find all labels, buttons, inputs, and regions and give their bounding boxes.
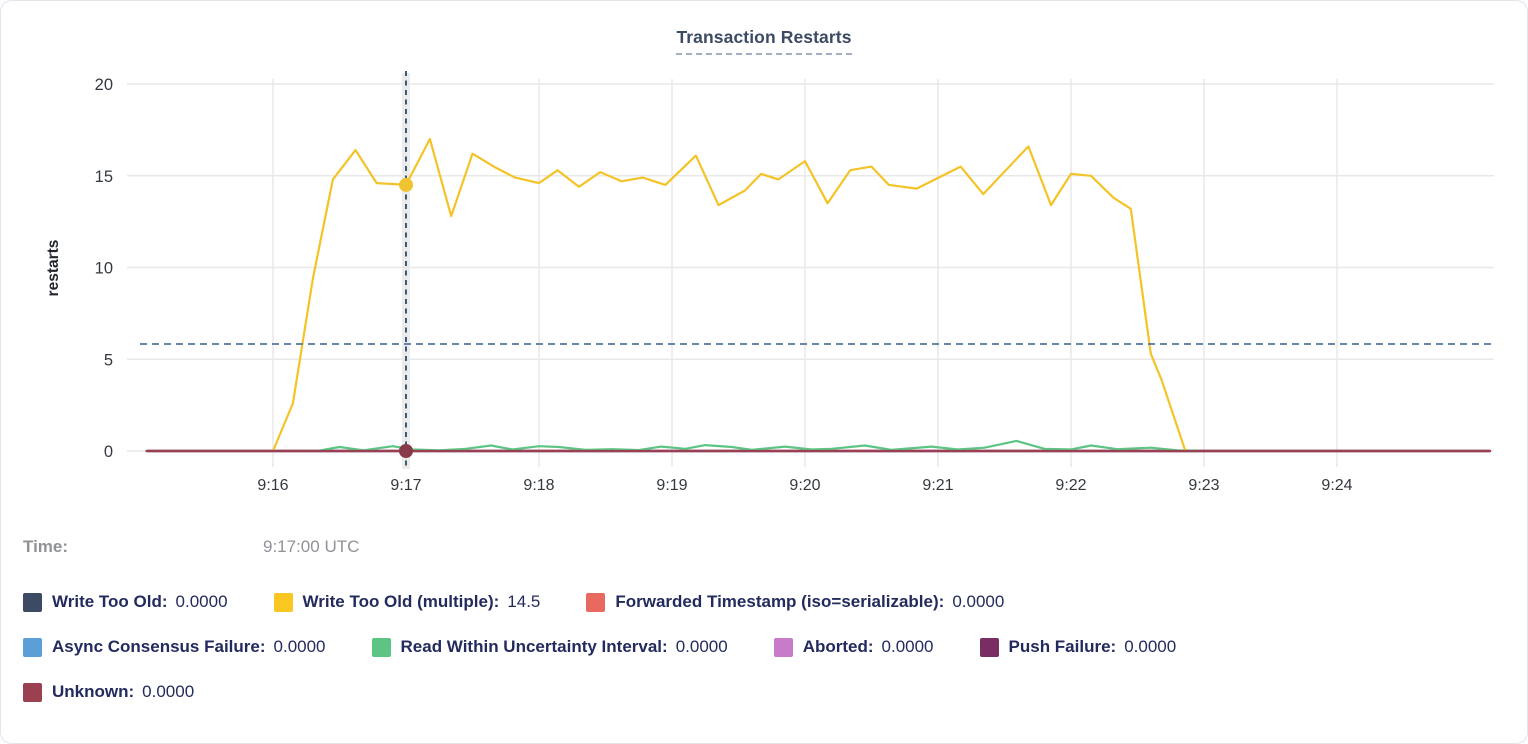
y-tick-label: 0 bbox=[104, 443, 113, 461]
legend-item-aborted: Aborted: 0.0000 bbox=[773, 637, 934, 657]
legend-series-value: 0.0000 bbox=[1124, 637, 1177, 656]
y-tick-label: 20 bbox=[95, 76, 113, 94]
chart-title[interactable]: Transaction Restarts bbox=[676, 27, 852, 55]
legend-item-write-too-old-multiple: Write Too Old (multiple): 14.5 bbox=[273, 592, 541, 612]
y-tick-label: 5 bbox=[104, 351, 113, 369]
legend-item-unknown: Unknown: 0.0000 bbox=[23, 682, 194, 702]
x-tick-label: 9:19 bbox=[656, 477, 687, 494]
legend-series-value: 0.0000 bbox=[273, 637, 326, 656]
legend-series-value: 0.0000 bbox=[142, 682, 195, 701]
legend-swatch-icon bbox=[586, 592, 606, 612]
hover-dot-unknown bbox=[399, 444, 413, 458]
series-read-within-uncertainty-interval bbox=[318, 439, 1199, 452]
y-tick-label: 15 bbox=[95, 168, 113, 186]
y-axis-label: restarts bbox=[45, 240, 62, 297]
legend-series-value: 0.0000 bbox=[952, 592, 1005, 611]
legend-swatch-icon bbox=[273, 592, 293, 612]
legend-series-label: Async Consensus Failure: bbox=[52, 637, 266, 656]
legend-series-value: 14.5 bbox=[507, 592, 541, 611]
hover-dot-write-too-old-multiple bbox=[399, 177, 413, 192]
legend-item-write-too-old: Write Too Old: 0.0000 bbox=[23, 592, 228, 612]
legend-swatch-icon bbox=[23, 682, 42, 702]
legend-swatch-icon bbox=[371, 637, 391, 657]
legend-item-push-failure: Push Failure: 0.0000 bbox=[979, 637, 1177, 657]
y-tick-label: 10 bbox=[95, 260, 113, 278]
time-label: Time: bbox=[23, 537, 69, 556]
x-tick-label: 9:22 bbox=[1055, 477, 1086, 494]
legend-series-label: Forwarded Timestamp (iso=serializable): bbox=[615, 592, 945, 611]
legend-row: Async Consensus Failure: 0.0000 Read Withi… bbox=[23, 636, 1513, 658]
legend-series-label: Unknown: bbox=[52, 682, 135, 701]
legend-series-label: Write Too Old (multiple): bbox=[302, 592, 500, 611]
legend-series-label: Push Failure: bbox=[1008, 637, 1117, 656]
legend-item-forwarded-timestamp-iso-serializable: Forwarded Timestamp (iso=serializable): 0… bbox=[586, 592, 1004, 612]
line-chart-plot[interactable]: 0 5 10 15 20 9:16 9:17 9:18 9:19 9:20 9:21 9:22 9:23… bbox=[1, 1, 1528, 513]
legend-series-label: Write Too Old: bbox=[52, 592, 168, 611]
legend-swatch-icon bbox=[23, 592, 42, 612]
chart-header: Transaction Restarts bbox=[1, 27, 1527, 55]
x-tick-label: 9:18 bbox=[523, 477, 554, 494]
legend-row: Write Too Old: 0.0000 Write Too Old (multi… bbox=[23, 591, 1513, 613]
x-tick-label: 9:16 bbox=[257, 477, 288, 494]
x-tick-label: 9:17 bbox=[390, 477, 421, 494]
x-tick-label: 9:21 bbox=[922, 477, 953, 494]
time-value: 9:17:00 UTC bbox=[263, 537, 360, 556]
legend-series-label: Read Within Uncertainty Interval: bbox=[400, 637, 668, 656]
legend-series-value: 0.0000 bbox=[175, 592, 228, 611]
x-tick-label: 9:20 bbox=[789, 477, 820, 494]
legend-item-read-within-uncertainty-interval: Read Within Uncertainty Interval: 0.0000 bbox=[371, 637, 728, 657]
legend-row: Unknown: 0.0000 bbox=[23, 681, 1513, 703]
x-tick-label: 9:23 bbox=[1188, 477, 1219, 494]
legend-series-value: 0.0000 bbox=[675, 637, 728, 656]
legend-swatch-icon bbox=[773, 637, 793, 657]
legend-item-async-consensus-failure: Async Consensus Failure: 0.0000 bbox=[23, 637, 326, 657]
legend-series-label: Aborted: bbox=[802, 637, 874, 656]
legend-swatch-icon bbox=[23, 637, 42, 657]
x-tick-label: 9:24 bbox=[1321, 477, 1352, 494]
legend-rows: Write Too Old: 0.0000 Write Too Old (multi… bbox=[23, 591, 1513, 726]
legend-swatch-icon bbox=[979, 637, 999, 657]
legend-series-value: 0.0000 bbox=[881, 637, 934, 656]
hover-time-row: Time: 9:17:00 UTC bbox=[23, 537, 1503, 557]
